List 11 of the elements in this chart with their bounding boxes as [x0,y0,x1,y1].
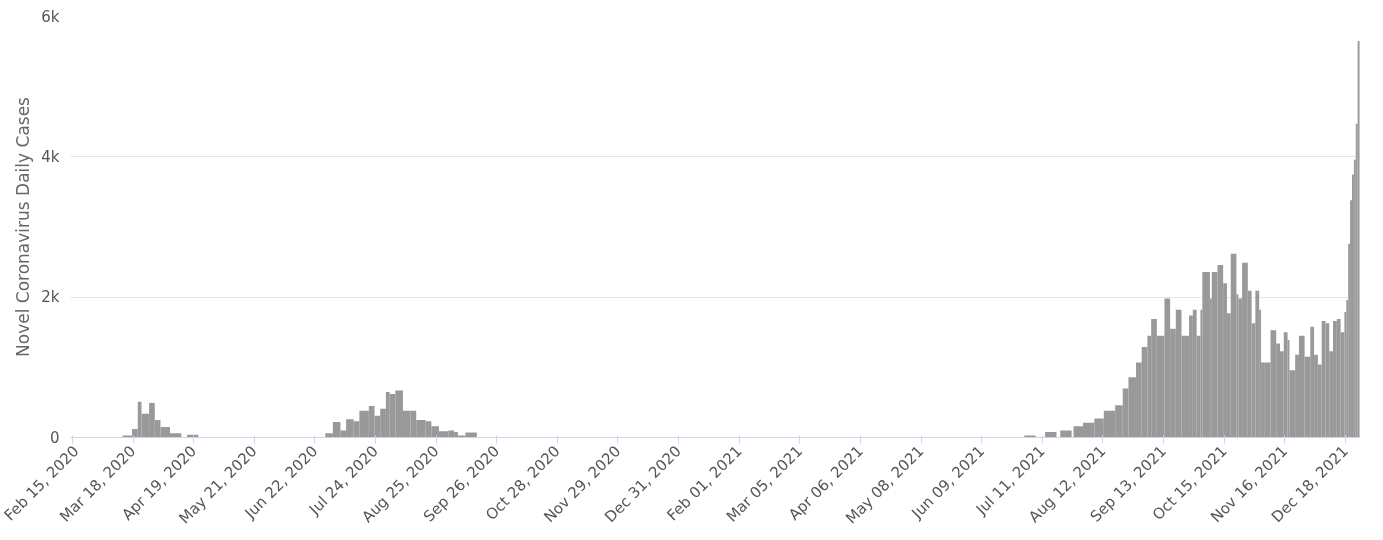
bar [1325,323,1330,438]
bar [1336,318,1341,438]
bar [1255,290,1260,438]
bar [1192,309,1197,438]
y-tick-label: 6k [41,7,60,26]
bar [1202,271,1210,438]
bar [1242,262,1248,438]
y-tick-label: 2k [41,288,60,307]
y-axis-title: Novel Coronavirus Daily Cases [13,96,34,357]
y-tick-label: 4k [41,147,60,166]
y-tick-label: 0 [49,428,60,447]
